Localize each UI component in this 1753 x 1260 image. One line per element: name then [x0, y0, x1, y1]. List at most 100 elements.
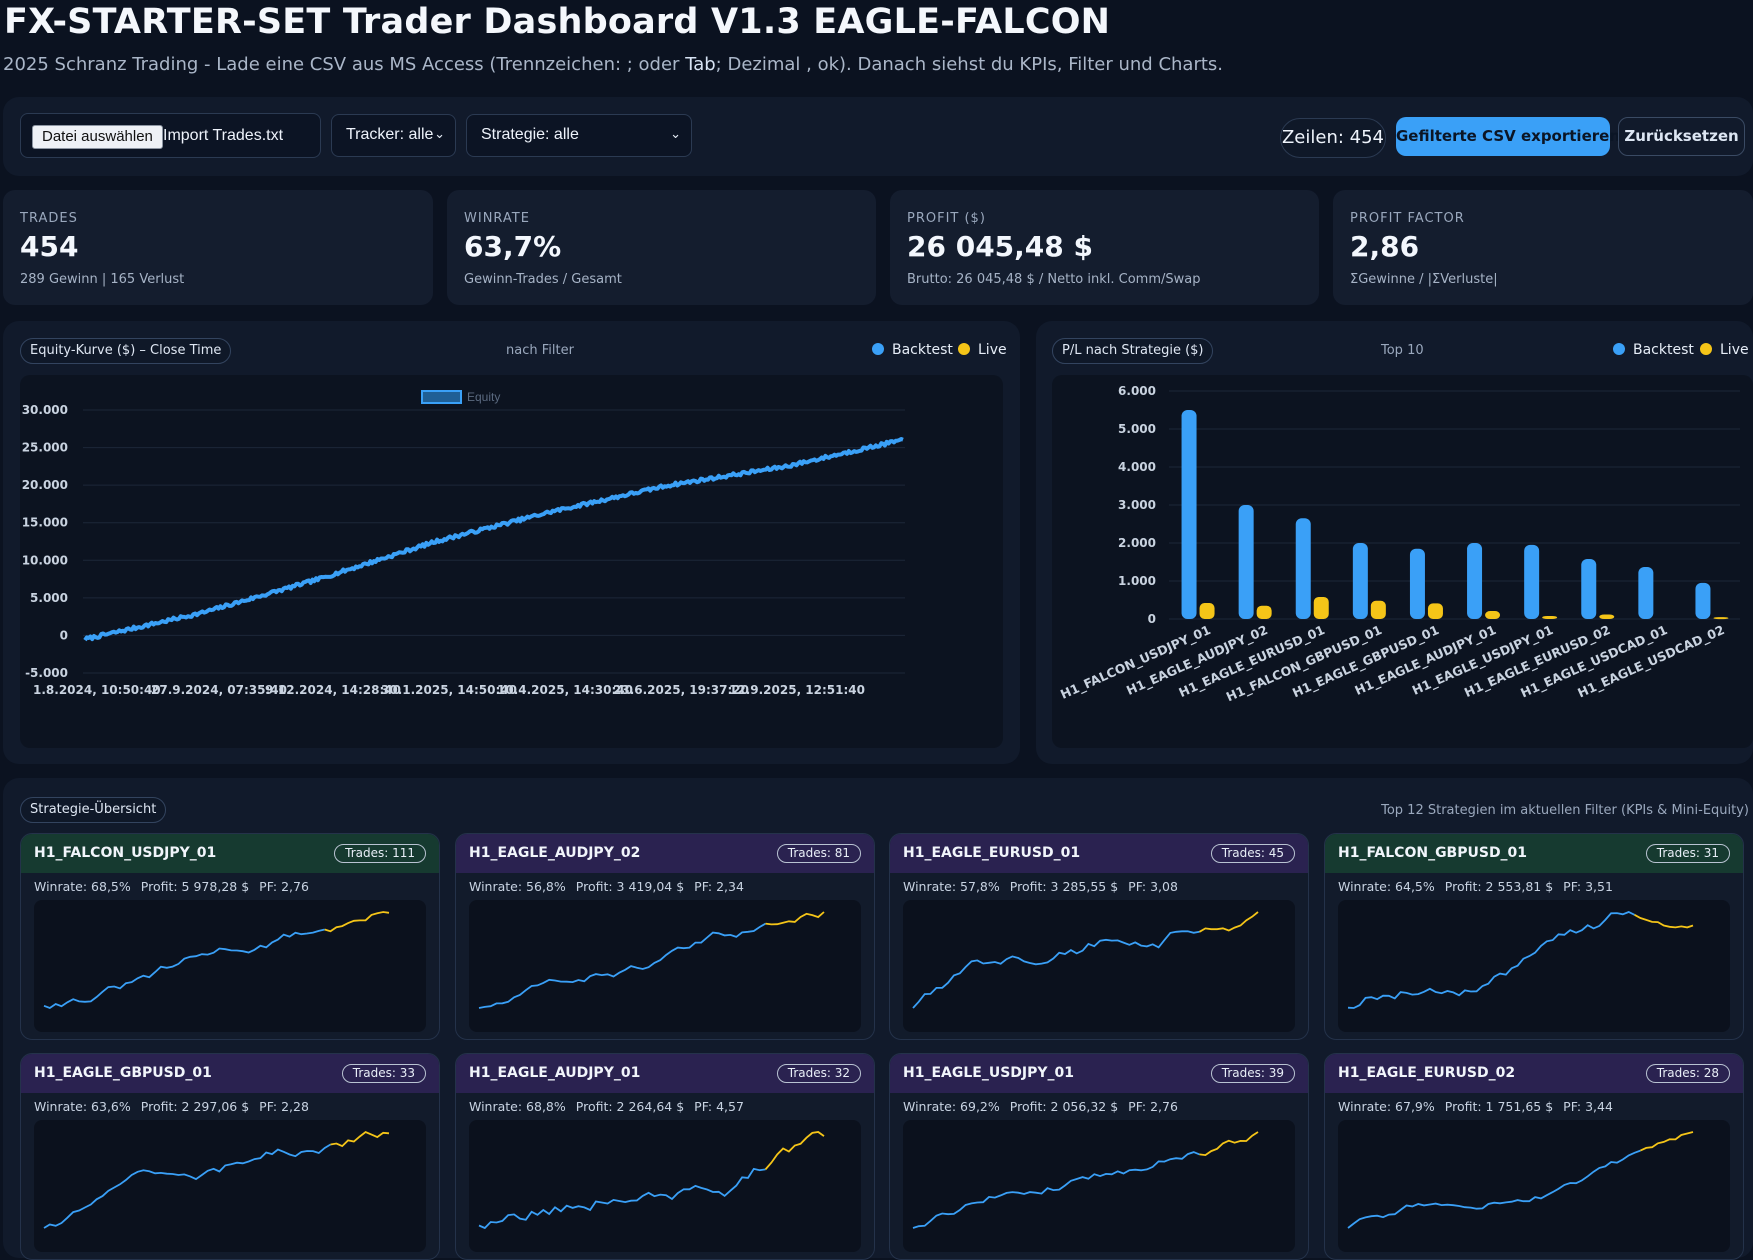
- strategy-card[interactable]: H1_FALCON_USDJPY_01 Trades: 111 Winrate: 6…: [20, 833, 440, 1040]
- strategy-card-stats: Winrate: 68,8% Profit: 2 264,64 $ PF: 4,57: [469, 1099, 754, 1114]
- bar-live: [1713, 617, 1729, 620]
- x-tick-label: 1.8.2024, 10:50:40: [33, 683, 161, 697]
- strategy-card[interactable]: H1_EAGLE_AUDJPY_02 Trades: 81 Winrate: 56,…: [455, 833, 875, 1040]
- mini-equity-svg: [478, 911, 825, 1009]
- strategy-card[interactable]: H1_EAGLE_USDJPY_01 Trades: 39 Winrate: 69,…: [889, 1053, 1309, 1260]
- trades-badge: Trades: 39: [1210, 1064, 1295, 1083]
- winrate-value: Winrate: 67,9%: [1338, 1099, 1435, 1114]
- winrate-value: Winrate: 68,5%: [34, 879, 131, 894]
- bar-backtest: [1352, 543, 1368, 619]
- mini-live-line: [765, 911, 825, 926]
- equity-legend-live[interactable]: Live: [958, 342, 1007, 358]
- profit-value: Profit: 5 978,28 $: [140, 879, 250, 894]
- bar-backtest: [1295, 518, 1311, 619]
- y-tick-label: 6.000: [1118, 384, 1156, 398]
- strategy-card[interactable]: H1_EAGLE_EURUSD_02 Trades: 28 Winrate: 67,…: [1324, 1053, 1744, 1260]
- bar-live: [1485, 611, 1501, 619]
- legend-label: Live: [1720, 342, 1749, 358]
- strategy-card-stats: Winrate: 67,9% Profit: 1 751,65 $ PF: 3,44: [1338, 1099, 1623, 1114]
- pl-legend-backtest[interactable]: Backtest: [1613, 342, 1694, 358]
- reset-button[interactable]: Zurücksetzen: [1618, 117, 1745, 156]
- strategy-pl-chart: 6.0005.0004.0003.0002.0001.0000H1_FALCON…: [1058, 384, 1740, 705]
- trades-badge: Trades: 33: [341, 1064, 426, 1083]
- trades-badge: Trades: 32: [776, 1064, 861, 1083]
- bar-live: [1199, 603, 1215, 619]
- mini-equity-chart: [903, 900, 1295, 1032]
- mini-live-line: [324, 911, 390, 933]
- y-tick-label: 4.000: [1118, 460, 1156, 474]
- strategy-card-name: H1_FALCON_USDJPY_01: [34, 845, 217, 861]
- kpi-card-winrate: WINRATE 63,7% Gewinn-Trades / Gesamt: [447, 190, 876, 305]
- kpi-value: 2,86: [1350, 230, 1420, 263]
- strategy-card[interactable]: H1_FALCON_GBPUSD_01 Trades: 31 Winrate: 64…: [1324, 833, 1744, 1040]
- strategy-card-header: H1_EAGLE_EURUSD_02 Trades: 28: [1325, 1054, 1743, 1093]
- strategy-card-name: H1_EAGLE_AUDJPY_01: [469, 1065, 641, 1081]
- kpi-card-profit-factor: PROFIT FACTOR 2,86 ΣGewinne / |ΣVerluste…: [1333, 190, 1753, 305]
- mini-live-line: [1199, 1131, 1259, 1157]
- strategy-card-header: H1_EAGLE_GBPUSD_01 Trades: 33: [21, 1054, 439, 1093]
- kpi-card-trades: TRADES 454 289 Gewinn | 165 Verlust: [3, 190, 433, 305]
- mini-live-line: [764, 1131, 825, 1170]
- bar-backtest: [1181, 410, 1197, 619]
- strategy-pl-chip: P/L nach Strategie ($): [1052, 338, 1214, 364]
- kpi-label: PROFIT FACTOR: [1350, 211, 1465, 226]
- choose-file-button[interactable]: Datei auswählen: [32, 125, 163, 149]
- mini-equity-chart: [469, 1120, 861, 1252]
- mini-backtest-line: [43, 928, 325, 1010]
- strategy-card[interactable]: H1_EAGLE_EURUSD_01 Trades: 45 Winrate: 57,…: [889, 833, 1309, 1040]
- mini-backtest-line: [912, 1151, 1200, 1229]
- x-tick-label: 23.6.2025, 19:37:20: [613, 683, 749, 697]
- kpi-sub: Gewinn-Trades / Gesamt: [464, 272, 622, 287]
- equity-chart: Equity 30.000 25.000 20.000 15.000 10.000 5.00…: [22, 390, 905, 697]
- pl-legend-live[interactable]: Live: [1700, 342, 1749, 358]
- profit-value: Profit: 2 264,64 $: [575, 1099, 685, 1114]
- winrate-value: Winrate: 68,8%: [469, 1099, 566, 1114]
- y-tick-label: 0: [60, 628, 68, 642]
- mini-live-line: [330, 1130, 390, 1148]
- mini-equity-svg: [1347, 911, 1694, 1009]
- equity-panel: Equity-Kurve ($) – Close Time nach Filte…: [3, 321, 1020, 764]
- equity-legend-backtest[interactable]: Backtest: [872, 342, 953, 358]
- strategy-card-name: H1_EAGLE_AUDJPY_02: [469, 845, 641, 861]
- page-subtitle: 2025 Schranz Trading - Lade eine CSV aus…: [3, 54, 1223, 75]
- bar-backtest: [1581, 558, 1597, 619]
- x-tick-label: 30.1.2025, 14:50:40: [381, 683, 517, 697]
- equity-filter-note: nach Filter: [506, 343, 574, 358]
- kpi-value: 26 045,48 $: [907, 230, 1093, 263]
- strategy-select[interactable]: Strategie: alle ⌄: [466, 114, 692, 157]
- y-tick-label: 1.000: [1118, 574, 1156, 588]
- chevron-down-icon: ⌄: [434, 126, 445, 141]
- pf-value: PF: 3,51: [1563, 879, 1613, 894]
- strategy-card[interactable]: H1_EAGLE_AUDJPY_01 Trades: 32 Winrate: 68,…: [455, 1053, 875, 1260]
- profit-value: Profit: 1 751,65 $: [1444, 1099, 1554, 1114]
- y-tick-label: 15.000: [22, 516, 68, 530]
- strategy-card-stats: Winrate: 56,8% Profit: 3 419,04 $ PF: 2,34: [469, 879, 754, 894]
- kpi-label: TRADES: [20, 211, 78, 226]
- kpi-sub: ΣGewinne / |ΣVerluste|: [1350, 272, 1498, 287]
- y-tick-label: 0: [1148, 612, 1156, 626]
- strategy-card-name: H1_FALCON_GBPUSD_01: [1338, 845, 1528, 861]
- mini-backtest-line: [478, 922, 766, 1009]
- mini-equity-svg: [912, 1131, 1259, 1229]
- y-tick-label: 20.000: [22, 478, 68, 492]
- trades-badge: Trades: 31: [1645, 844, 1730, 863]
- profit-value: Profit: 3 285,55 $: [1009, 879, 1119, 894]
- pf-value: PF: 2,34: [694, 879, 744, 894]
- bar-backtest: [1695, 582, 1711, 619]
- overview-note: Top 12 Strategien im aktuellen Filter (K…: [1381, 803, 1749, 818]
- file-picker[interactable]: Datei auswählen Import Trades.txt: [20, 113, 321, 158]
- profit-value: Profit: 2 553,81 $: [1444, 879, 1554, 894]
- mini-equity-chart: [1338, 900, 1730, 1032]
- pf-value: PF: 2,28: [259, 1099, 309, 1114]
- strategy-card-header: H1_EAGLE_AUDJPY_01 Trades: 32: [456, 1054, 874, 1093]
- strategy-pl-chart-area: 6.000 5.000 4.000 3.000 2.000 1.000 0 H1_FALCON…: [1052, 375, 1753, 748]
- bar-live: [1313, 596, 1329, 619]
- subtitle-text-a: 2025 Schranz Trading - Lade eine CSV aus…: [3, 54, 686, 75]
- export-csv-button[interactable]: Gefilterte CSV exportieren: [1396, 117, 1620, 156]
- tracker-select[interactable]: Tracker: alle ⌄: [331, 114, 456, 157]
- equity-series-label: Equity: [467, 390, 500, 404]
- strategy-card[interactable]: H1_EAGLE_GBPUSD_01 Trades: 33 Winrate: 63,…: [20, 1053, 440, 1260]
- mini-backtest-line: [1347, 911, 1635, 1009]
- strategy-card-header: H1_EAGLE_AUDJPY_02 Trades: 81: [456, 834, 874, 873]
- bar-backtest: [1467, 543, 1483, 619]
